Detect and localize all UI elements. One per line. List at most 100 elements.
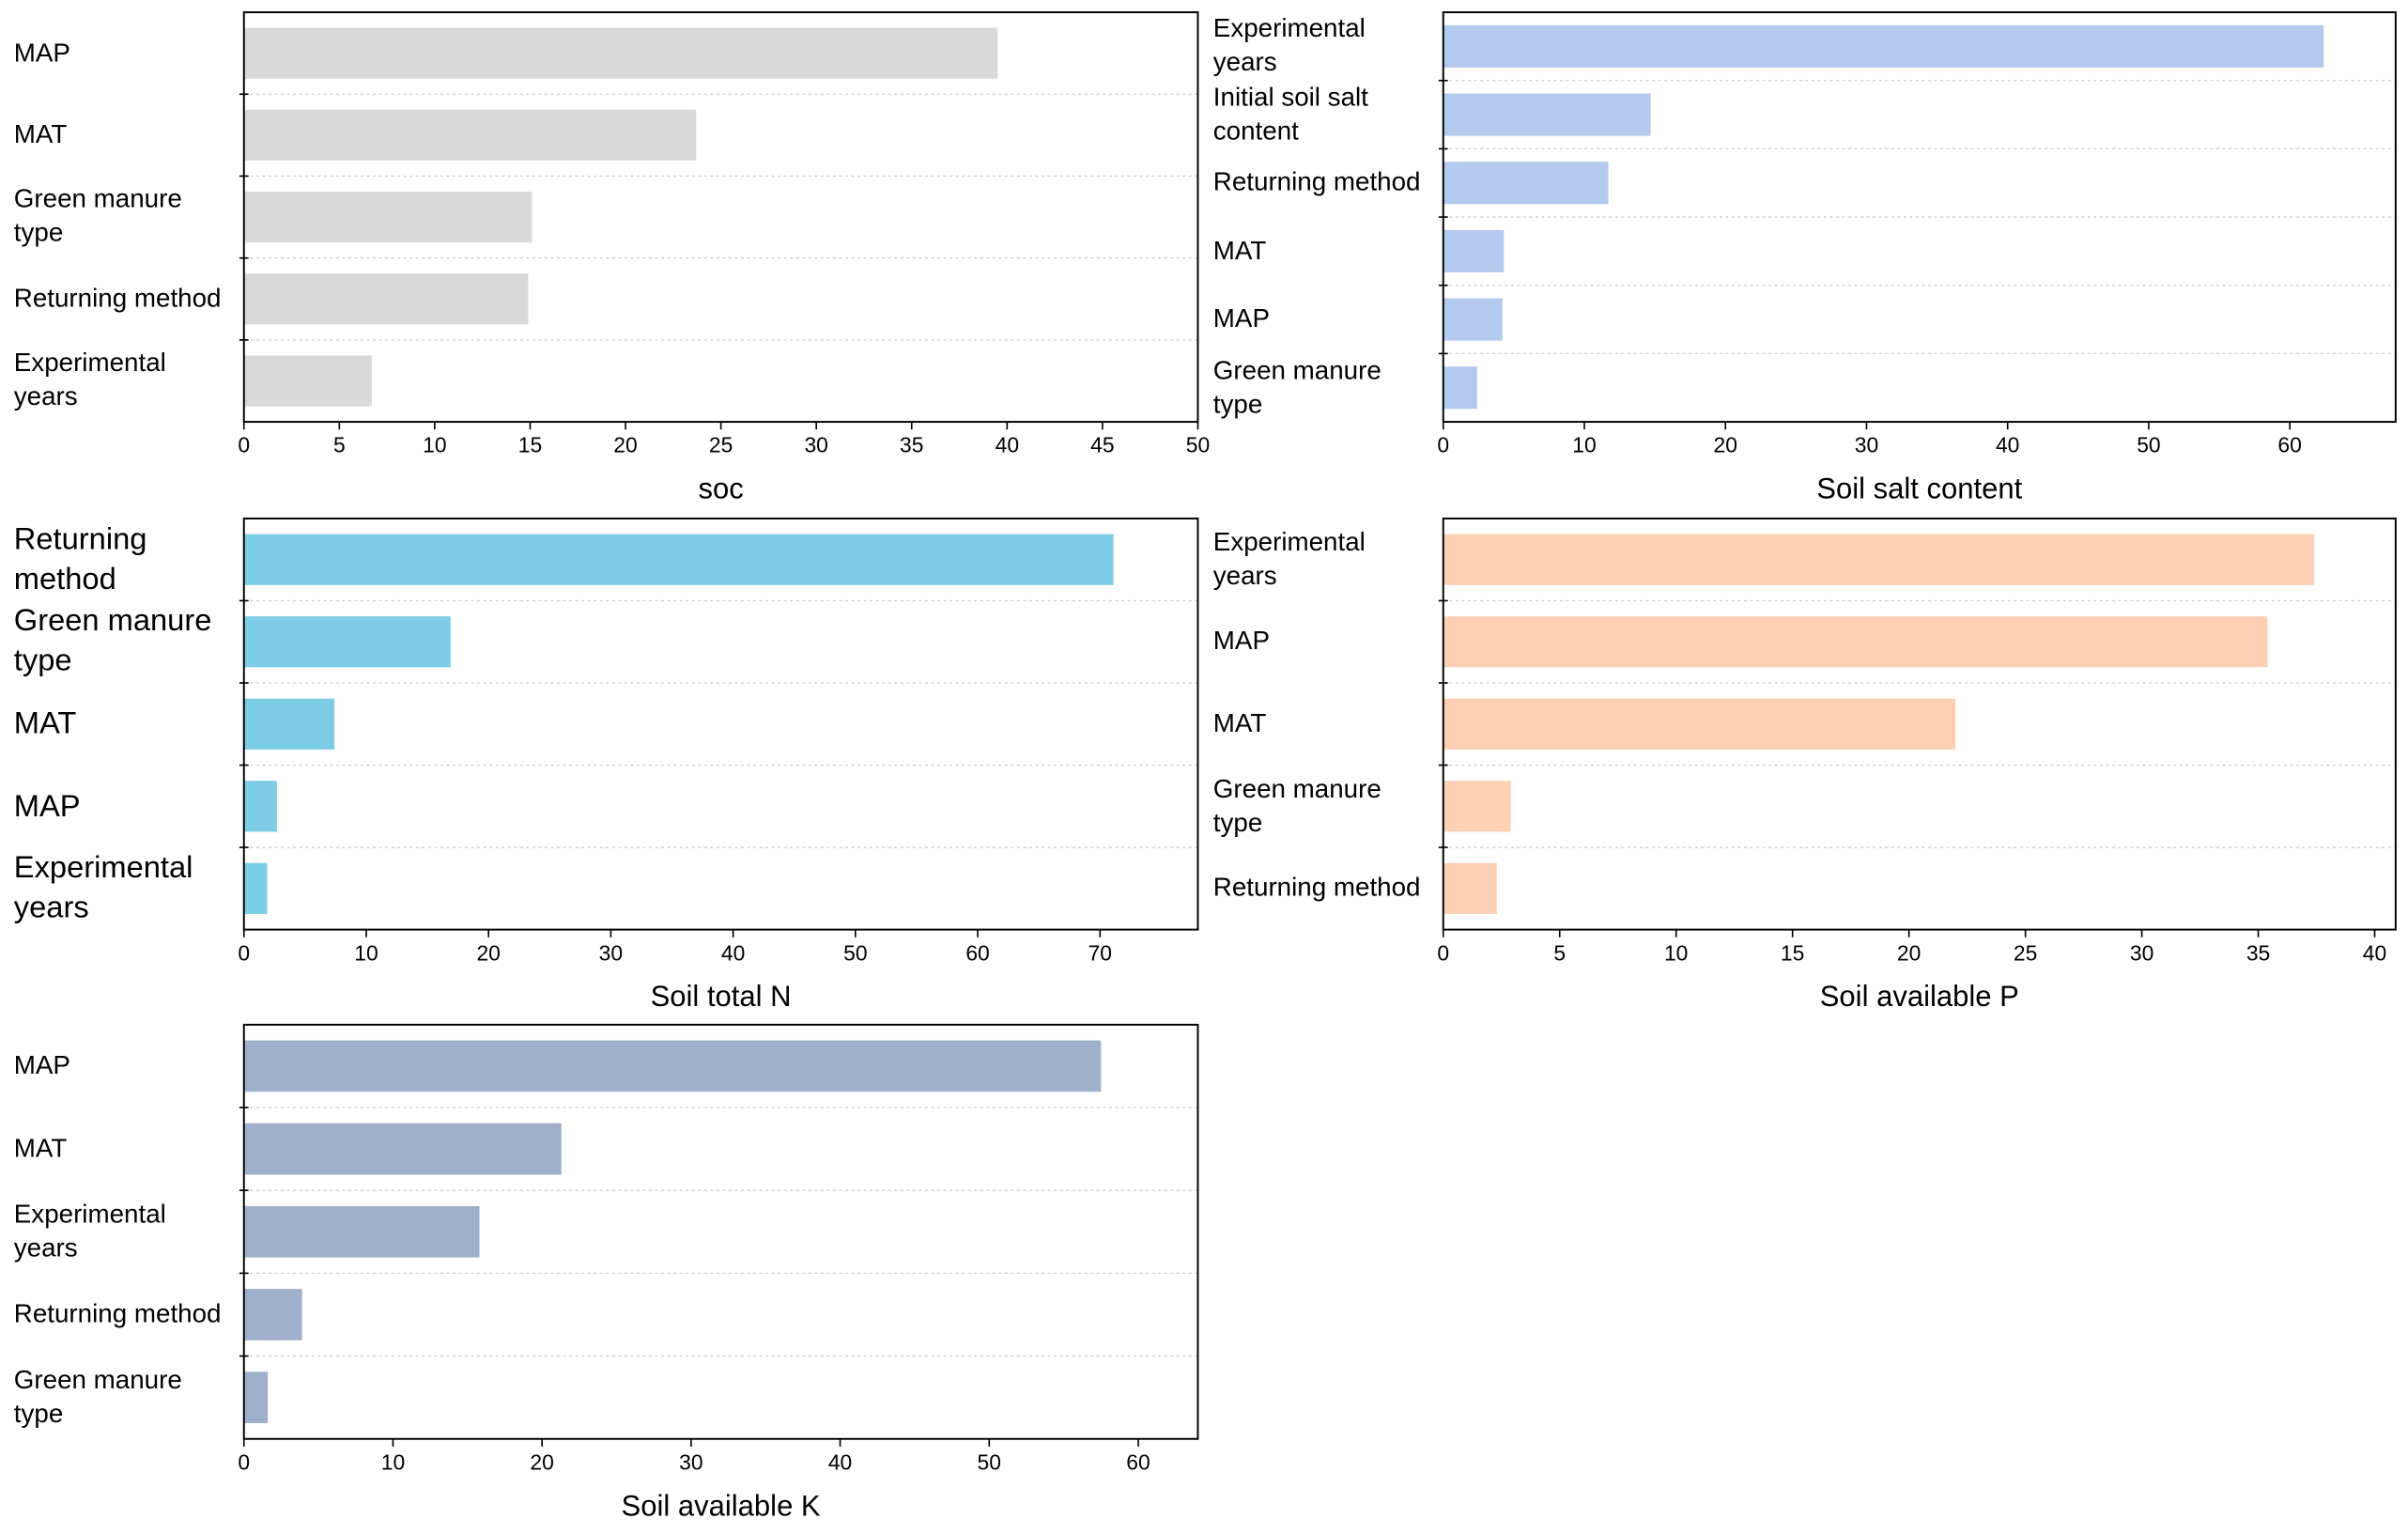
y-tick-label: Returning method — [13, 1299, 222, 1329]
x-tick-label: 10 — [381, 1449, 405, 1474]
x-tick-label: 70 — [1088, 940, 1112, 965]
category-label-box: MAP — [1212, 626, 1270, 656]
y-tick-label: MAP — [1212, 626, 1270, 656]
y-tick-label: Returning method — [1212, 873, 1421, 903]
y-tick-label: Experimental years — [13, 851, 193, 926]
plot-frame — [242, 1023, 1199, 1440]
y-tick-label: Experimental years — [1212, 13, 1366, 78]
x-tick-label: 10 — [1664, 940, 1688, 965]
x-tick-label: 50 — [978, 1449, 1001, 1474]
x-tick-label: 20 — [1897, 940, 1921, 965]
category-label-box: Green manure type — [14, 1365, 182, 1428]
x-tick-label: 50 — [843, 940, 867, 965]
category-label-box: MAT — [1212, 708, 1267, 738]
category-label-box: Green manure type — [1213, 355, 1382, 418]
category-label-box: MAP — [13, 1050, 70, 1080]
category-label-box: MAP — [13, 38, 70, 68]
x-tick-label: 35 — [900, 433, 923, 457]
bar — [243, 616, 451, 668]
category-label-box: Experimental years — [1212, 527, 1366, 591]
x-tick-label: 20 — [476, 940, 500, 965]
bar — [243, 1205, 480, 1258]
bar — [1443, 534, 2315, 585]
x-tick-label: 50 — [2137, 433, 2160, 457]
y-tick-label: Returning method — [1212, 167, 1421, 197]
y-tick-label: MAT — [13, 119, 68, 149]
bar — [243, 1289, 302, 1340]
x-tick-label: 0 — [238, 433, 250, 457]
x-tick-label: 25 — [2014, 940, 2037, 965]
category-label-box: Returning method — [1212, 873, 1421, 903]
bar — [243, 355, 372, 407]
category-label-box: Initial soil salt content — [1212, 82, 1368, 146]
category-label-box: MAT — [13, 119, 68, 149]
x-tick-label: 40 — [996, 433, 1019, 457]
y-tick-label: Returning method — [13, 283, 222, 313]
x-tick-label: 20 — [530, 1449, 553, 1474]
category-label-box: Experimental years — [1212, 13, 1366, 78]
y-tick-label: Initial soil salt content — [1212, 82, 1368, 146]
plot-frame — [1442, 11, 2397, 424]
y-tick-label: Experimental years — [13, 1199, 166, 1263]
x-axis-title: soc — [698, 473, 743, 505]
x-tick-label: 0 — [1437, 433, 1449, 457]
x-tick-label: 0 — [1437, 940, 1449, 965]
bar — [1443, 616, 2268, 668]
y-tick-label: Experimental years — [1212, 527, 1366, 591]
category-label-box: MAT — [13, 706, 77, 741]
x-tick-label: 5 — [333, 433, 346, 457]
x-tick-label: 25 — [709, 433, 733, 457]
category-label-box: Returning method — [13, 522, 147, 597]
x-tick-label: 35 — [2246, 940, 2270, 965]
y-tick-label: MAT — [1212, 708, 1267, 738]
category-label-box: MAP — [1212, 303, 1270, 333]
bar — [1443, 698, 1956, 750]
bar — [1443, 298, 1503, 341]
x-tick-label: 0 — [238, 1449, 250, 1474]
x-tick-label: 40 — [721, 940, 745, 965]
x-tick-label: 50 — [1186, 433, 1210, 457]
x-axis-title: Soil available K — [622, 1489, 821, 1522]
category-label-box: Returning method — [13, 283, 222, 313]
x-tick-label: 15 — [518, 433, 542, 457]
y-tick-label: Returning method — [13, 522, 147, 597]
y-tick-label: MAP — [13, 1050, 70, 1080]
bar — [243, 698, 335, 750]
y-tick-label: Experimental years — [13, 348, 166, 412]
x-tick-label: 30 — [2130, 940, 2153, 965]
category-label-box: MAP — [13, 789, 81, 824]
y-tick-label: Green manure type — [13, 184, 182, 248]
bar — [1443, 862, 1497, 914]
plot-frame — [242, 11, 1199, 424]
x-tick-label: 5 — [1553, 940, 1566, 965]
bar — [243, 534, 1114, 585]
y-tick-label: MAP — [1212, 303, 1270, 333]
x-axis-title: Soil salt content — [1816, 473, 2022, 505]
x-tick-label: 40 — [828, 1449, 852, 1474]
x-tick-label: 30 — [599, 940, 623, 965]
x-tick-label: 30 — [804, 433, 827, 457]
y-tick-label: MAT — [13, 706, 77, 741]
bar — [243, 273, 529, 325]
bar — [1443, 781, 1511, 832]
y-tick-label: MAP — [13, 38, 70, 68]
x-tick-label: 30 — [679, 1449, 702, 1474]
bar — [243, 1040, 1102, 1092]
x-tick-label: 20 — [613, 433, 637, 457]
y-tick-label: MAP — [13, 789, 81, 824]
category-label-box: Green manure type — [13, 184, 182, 248]
x-tick-label: 10 — [423, 433, 446, 457]
bar — [243, 862, 268, 914]
bar — [243, 27, 998, 79]
category-label-box: Experimental years — [13, 348, 166, 412]
x-tick-label: 10 — [354, 940, 378, 965]
x-tick-label: 40 — [1996, 433, 2019, 457]
x-tick-label: 20 — [1714, 433, 1737, 457]
bar — [243, 192, 533, 243]
category-label-box: Experimental years — [13, 1199, 166, 1263]
x-tick-label: 40 — [2363, 940, 2386, 965]
category-label-box: Experimental years — [13, 851, 193, 926]
bar — [1443, 24, 2324, 68]
